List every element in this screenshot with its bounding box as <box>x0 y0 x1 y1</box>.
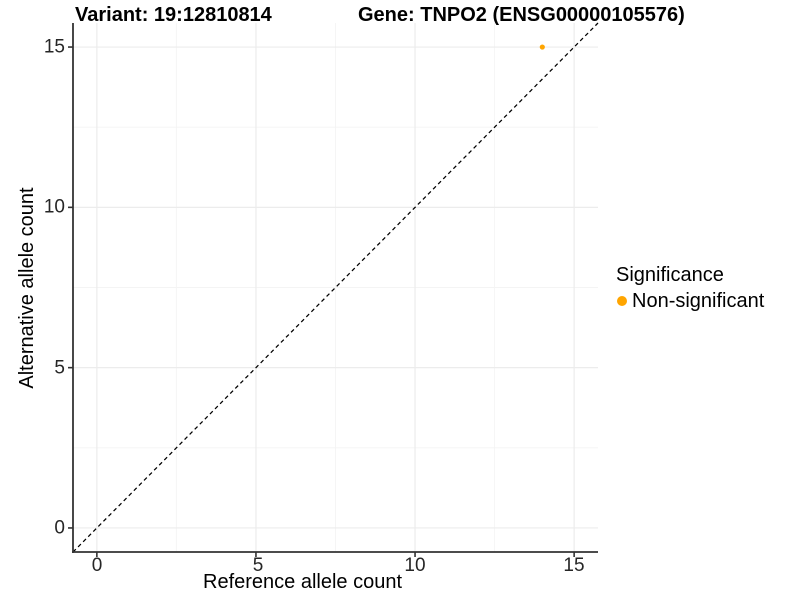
y-tick-label-5: 5 <box>54 357 65 379</box>
y-axis-title: Alternative allele count <box>16 187 38 389</box>
gene-title: Gene: TNPO2 (ENSG00000105576) <box>358 4 685 26</box>
legend: Significance Non-significant <box>615 263 764 312</box>
x-tick-label-5: 5 <box>252 555 264 576</box>
variant-title: Variant: 19:12810814 <box>75 4 272 26</box>
legend-title: Significance <box>616 264 724 286</box>
legend-item-label: Non-significant <box>632 290 765 312</box>
x-tick-label-0: 0 <box>91 555 103 576</box>
legend-item-non-significant: Non-significant <box>615 290 764 312</box>
x-tick-label-10: 10 <box>404 555 426 576</box>
legend-point-icon <box>617 296 627 306</box>
y-tick-label-0: 0 <box>54 517 65 539</box>
y-tick-label-10: 10 <box>43 196 65 218</box>
x-tick-label-15: 15 <box>563 555 585 576</box>
y-tick-label-15: 15 <box>43 36 65 58</box>
x-axis-title: Reference allele count <box>203 571 403 593</box>
